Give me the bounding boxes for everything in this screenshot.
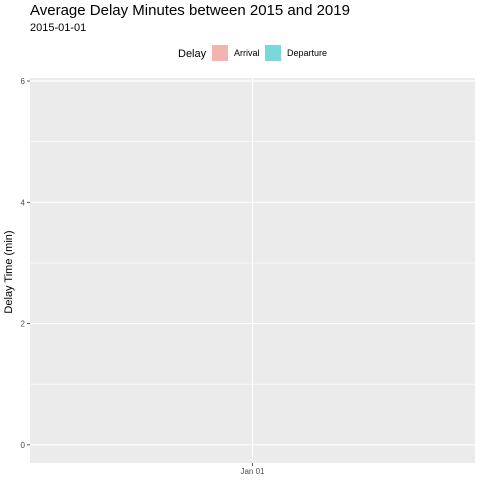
- x-axis: Jan 01: [240, 463, 265, 476]
- legend-label-arrival: Arrival: [234, 48, 260, 58]
- y-tick-label: 4: [21, 198, 26, 207]
- legend-key-arrival: [212, 45, 228, 61]
- y-tick-label: 6: [21, 77, 26, 86]
- y-tick-label: 2: [21, 320, 26, 329]
- chart-subtitle: 2015-01-01: [30, 22, 87, 34]
- y-tick-label: 0: [21, 441, 26, 450]
- legend: Delay Arrival Departure: [0, 45, 480, 65]
- legend-title: Delay: [178, 48, 207, 60]
- x-tick-label: Jan 01: [240, 467, 265, 476]
- y-axis: 0 2 4 6: [21, 77, 30, 450]
- chart-title: Average Delay Minutes between 2015 and 2…: [30, 2, 350, 19]
- legend-label-departure: Departure: [287, 48, 328, 58]
- major-gridlines: [30, 78, 475, 463]
- legend-key-departure: [265, 45, 281, 61]
